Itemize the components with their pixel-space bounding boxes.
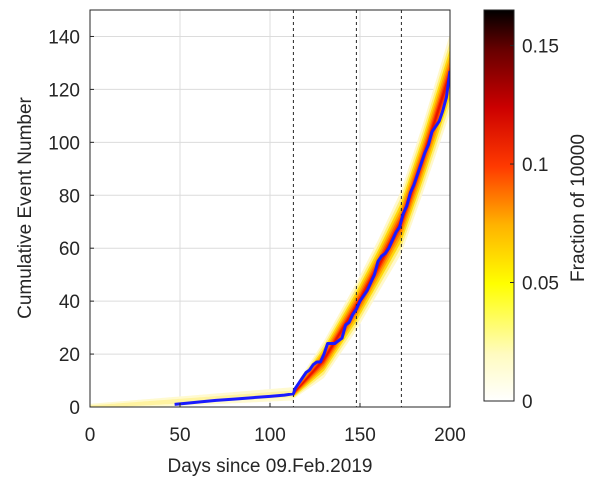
y-tick-label: 60: [59, 239, 80, 260]
vertical-markers: [292, 10, 402, 407]
grid: [89, 10, 451, 408]
y-tick-label: 20: [59, 345, 80, 366]
y-tick-label: 40: [59, 292, 80, 313]
colorbar-tick-label: 0: [522, 392, 533, 413]
heatmap-pre-band-core: [90, 390, 294, 407]
y-axis-ticks: 0 20 40 60 80 100 120 140: [48, 27, 94, 419]
colorbar-label: Fraction of 10000: [568, 134, 589, 282]
series-group: [174, 70, 450, 406]
x-axis-label: Days since 09.Feb.2019: [168, 456, 373, 477]
series-line-0: [174, 70, 450, 406]
y-tick-label: 140: [48, 27, 80, 48]
y-axis-label: Cumulative Event Number: [15, 96, 36, 318]
x-tick-label: 200: [434, 425, 466, 446]
y-tick-label: 80: [59, 186, 80, 207]
heatmap: [90, 33, 450, 407]
y-tick-label: 100: [48, 133, 80, 154]
x-tick-label: 0: [85, 425, 96, 446]
y-tick-label: 0: [69, 398, 80, 419]
x-tick-label: 50: [169, 425, 190, 446]
colorbar-tick-label: 0.15: [522, 37, 559, 58]
colorbar-tick-label: 0.1: [522, 155, 548, 176]
colorbar-tick-label: 0.05: [522, 274, 559, 295]
colorbar-ticks: 0 0.05 0.1 0.15: [510, 37, 559, 413]
x-tick-label: 150: [344, 425, 376, 446]
y-tick-label: 120: [48, 80, 80, 101]
x-tick-label: 100: [254, 425, 286, 446]
colorbar: [483, 9, 515, 402]
x-axis-ticks: 0 50 100 150 200: [85, 403, 466, 446]
